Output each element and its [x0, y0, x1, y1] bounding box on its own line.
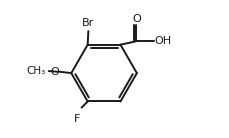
Text: CH₃: CH₃ [27, 66, 46, 76]
Text: O: O [50, 67, 58, 77]
Text: O: O [132, 14, 141, 24]
Text: Br: Br [82, 18, 94, 28]
Text: F: F [73, 114, 80, 124]
Text: OH: OH [154, 36, 171, 46]
